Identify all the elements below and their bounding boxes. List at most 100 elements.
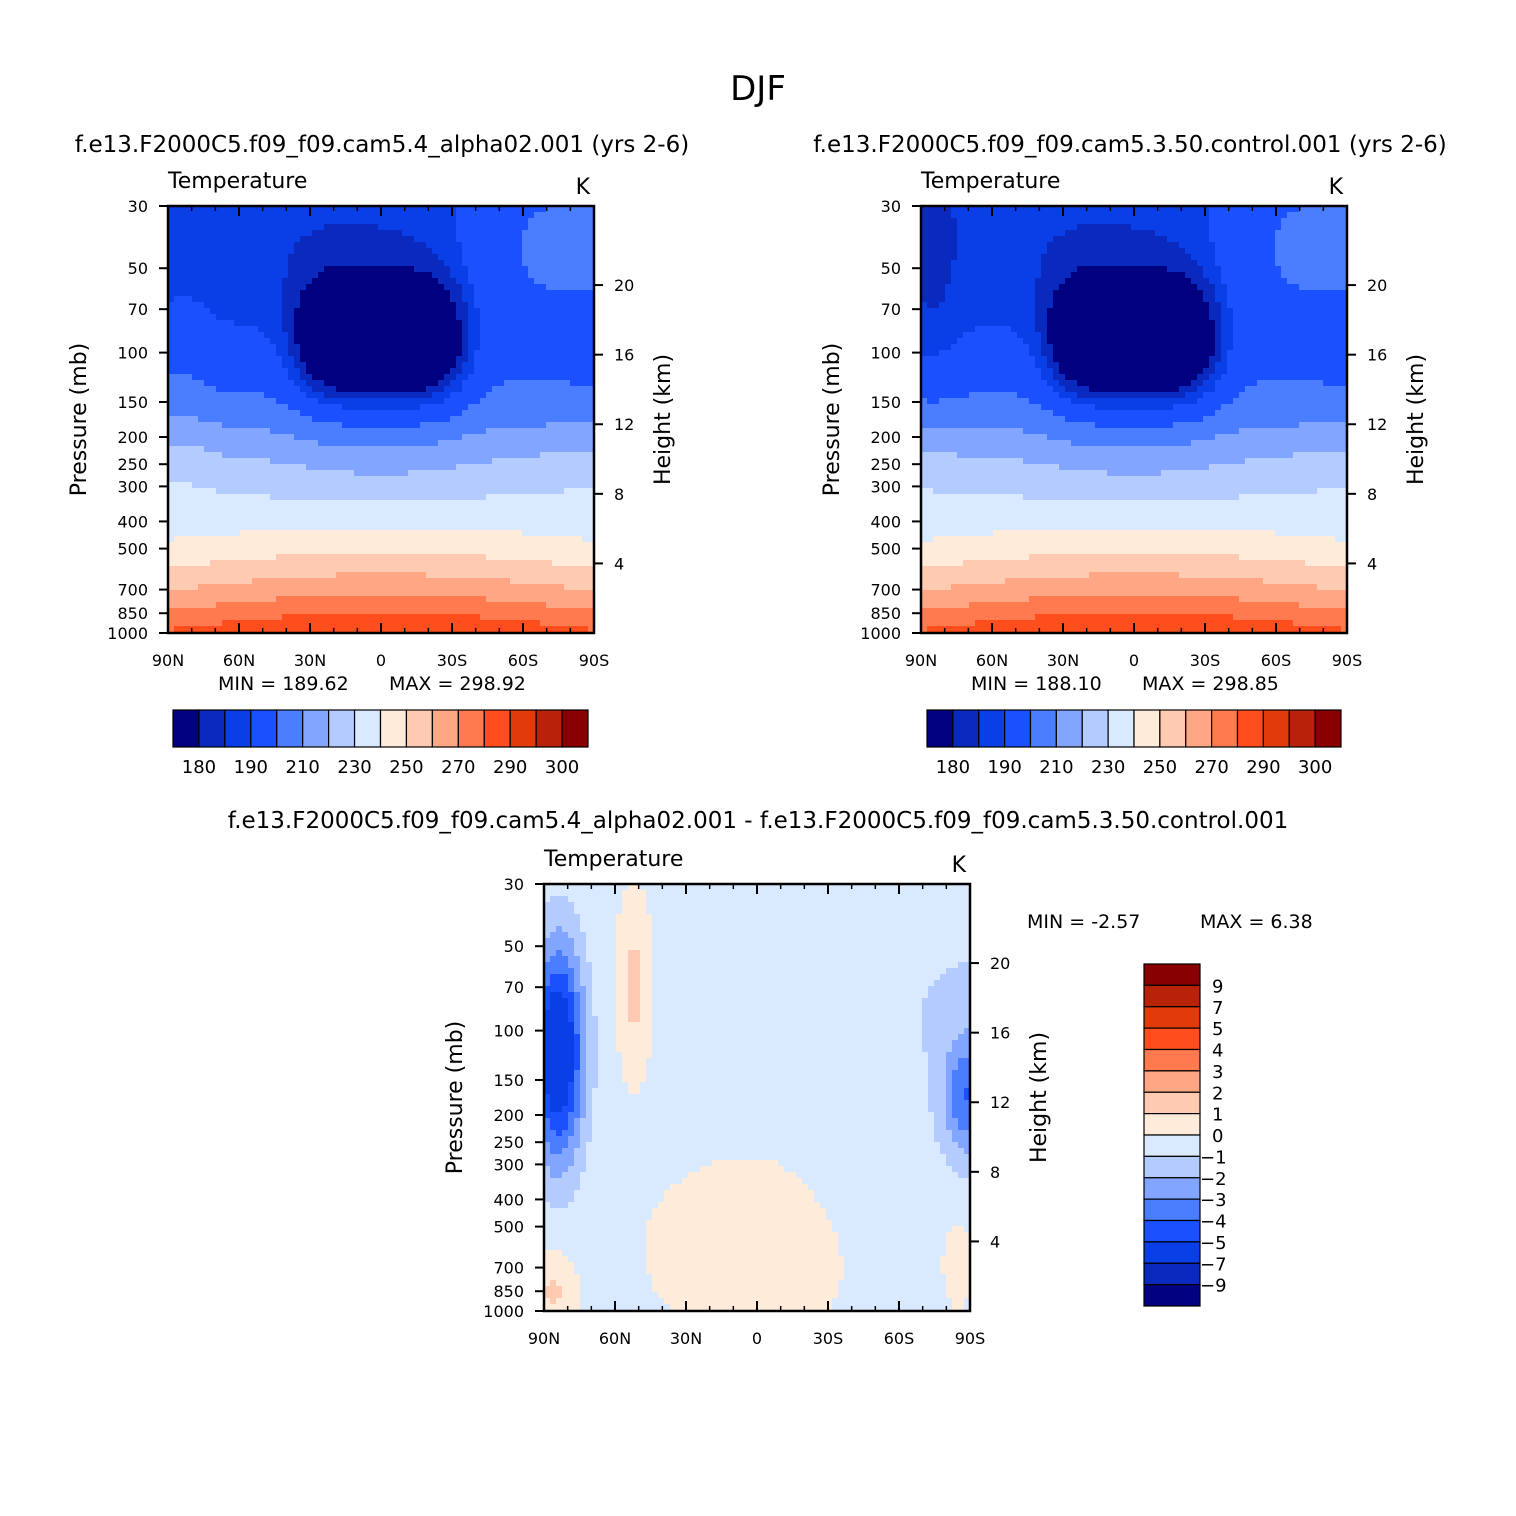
colorbar-label: 0 [1212, 1126, 1223, 1147]
y-tick-label: 100 [870, 344, 901, 363]
x-tick-label: 60S [508, 651, 539, 670]
y-tick-label: 100 [117, 344, 148, 363]
colorbar-label: 250 [1143, 757, 1177, 778]
x-tick-label: 0 [1129, 651, 1139, 670]
y-right-axis-label: Height (km) [1404, 354, 1429, 485]
y-tick-label: 300 [493, 1155, 524, 1174]
colorbar-box [483, 709, 511, 748]
colorbar-label: 290 [493, 757, 527, 778]
colorbar-box [926, 709, 954, 748]
colorbar-box [978, 709, 1006, 748]
y-tick-label: 150 [493, 1071, 524, 1090]
y-tick-label: 500 [870, 540, 901, 559]
colorbar: 180 190 210 230 250 270 290 300 [926, 709, 1342, 778]
right-title: K [576, 175, 591, 200]
panel-subtitle: f.e13.F2000C5.f09_f09.cam5.3.50.control.… [813, 132, 1447, 158]
colorbar-label: −5 [1200, 1233, 1227, 1254]
colorbar-box [431, 709, 459, 748]
colorbar-box [509, 709, 537, 748]
colorbar-box [353, 709, 382, 748]
y-tick-label: 30 [881, 197, 901, 216]
contour-field [544, 884, 971, 1312]
colorbar-box [1143, 1177, 1201, 1200]
colorbar-label: 300 [1298, 757, 1332, 778]
x-tick-label: 60S [884, 1329, 915, 1348]
x-tick-label: 30N [294, 651, 326, 670]
y-tick-label: 850 [117, 604, 148, 623]
y-axis-label: Pressure (mb) [443, 1021, 468, 1175]
x-tick-label: 90S [579, 651, 610, 670]
colorbar-box [1143, 1241, 1201, 1264]
colorbar-label: 210 [286, 757, 320, 778]
colorbar-label: 1 [1212, 1105, 1223, 1126]
colorbar-label: 250 [389, 757, 423, 778]
y-right-tick-label: 16 [614, 346, 634, 365]
colorbar-box [1143, 1070, 1201, 1093]
colorbar-box [198, 709, 226, 748]
y-right-tick-label: 20 [614, 276, 634, 295]
x-tick-label: 60N [599, 1329, 631, 1348]
colorbar-box [276, 709, 304, 748]
x-tick-label: 30S [1190, 651, 1221, 670]
y-tick-label: 700 [493, 1259, 524, 1278]
colorbar-box [224, 709, 252, 748]
y-tick-label: 70 [128, 300, 148, 319]
x-tick-label: 60N [223, 651, 255, 670]
colorbar-box [379, 709, 408, 748]
y-right-tick-label: 16 [990, 1024, 1010, 1043]
colorbar-box [1314, 709, 1342, 748]
y-right-tick-label: 12 [990, 1093, 1010, 1112]
colorbar-box [405, 709, 433, 748]
colorbar-box [1133, 709, 1161, 748]
figure-title: DJF [730, 69, 786, 109]
colorbar-label: 270 [441, 757, 475, 778]
colorbar-box [561, 709, 589, 748]
y-tick-label: 400 [117, 512, 148, 531]
panel-subtitle: f.e13.F2000C5.f09_f09.cam5.4_alpha02.001… [228, 808, 1288, 834]
colorbar-label: 180 [182, 757, 216, 778]
colorbar-label: −3 [1200, 1190, 1227, 1211]
colorbar-box [1143, 963, 1201, 986]
y-tick-label: 250 [870, 455, 901, 474]
y-tick-label: 100 [493, 1022, 524, 1041]
y-right-tick-label: 4 [1367, 554, 1377, 573]
left-title: Temperature [167, 169, 307, 194]
y-tick-label: 850 [870, 604, 901, 623]
y-tick-label: 30 [128, 197, 148, 216]
colorbar-box [535, 709, 563, 748]
left-title: Temperature [920, 169, 1060, 194]
y-tick-label: 850 [493, 1282, 524, 1301]
colorbar-box [1004, 709, 1032, 748]
x-tick-label: 90S [955, 1329, 986, 1348]
colorbar-box [302, 709, 330, 748]
y-tick-label: 400 [493, 1190, 524, 1209]
y-right-tick-label: 4 [614, 554, 624, 573]
y-right-axis-label: Height (km) [1027, 1032, 1052, 1163]
y-tick-label: 50 [881, 259, 901, 278]
colorbar-label: 270 [1194, 757, 1228, 778]
colorbar-box [250, 709, 278, 748]
y-tick-label: 250 [493, 1133, 524, 1152]
colorbar-label: 230 [337, 757, 371, 778]
y-tick-label: 200 [493, 1106, 524, 1125]
y-tick-label: 1000 [860, 624, 901, 643]
x-tick-label: 30S [813, 1329, 844, 1348]
colorbar-label: 7 [1212, 998, 1223, 1019]
min-value: MIN = 188.10 [971, 673, 1102, 695]
y-tick-label: 70 [504, 978, 524, 997]
colorbar-box [1236, 709, 1264, 748]
y-tick-label: 200 [117, 428, 148, 447]
y-tick-label: 50 [504, 937, 524, 956]
y-tick-label: 500 [493, 1218, 524, 1237]
colorbar-label: 300 [545, 757, 579, 778]
colorbar-box [1159, 709, 1187, 748]
colorbar-label: −1 [1200, 1147, 1227, 1168]
colorbar-label: 230 [1091, 757, 1125, 778]
colorbar-label: −4 [1200, 1212, 1227, 1233]
y-tick-label: 700 [870, 581, 901, 600]
y-tick-label: 70 [881, 300, 901, 319]
colorbar-label: 290 [1246, 757, 1280, 778]
y-tick-label: 300 [117, 477, 148, 496]
y-axis-label: Pressure (mb) [67, 343, 92, 497]
colorbar-label: 4 [1212, 1041, 1223, 1062]
